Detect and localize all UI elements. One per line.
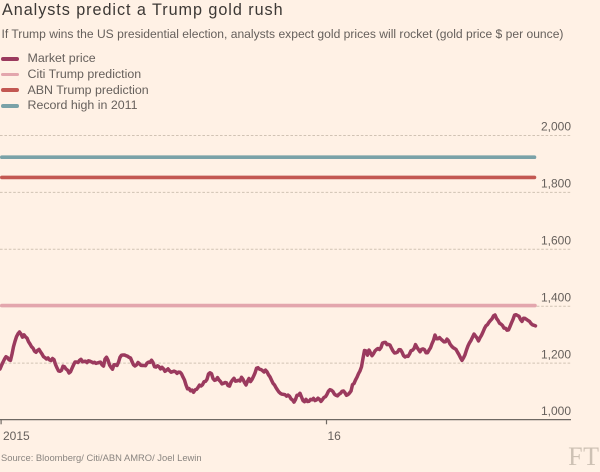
svg-text:1,800: 1,800 — [541, 177, 571, 191]
svg-text:1,600: 1,600 — [541, 234, 571, 248]
svg-text:2,000: 2,000 — [541, 120, 571, 134]
svg-text:2015: 2015 — [3, 429, 30, 443]
svg-text:1,200: 1,200 — [541, 347, 571, 361]
svg-text:16: 16 — [328, 429, 342, 443]
svg-text:1,400: 1,400 — [541, 290, 571, 304]
svg-text:1,000: 1,000 — [541, 404, 571, 418]
